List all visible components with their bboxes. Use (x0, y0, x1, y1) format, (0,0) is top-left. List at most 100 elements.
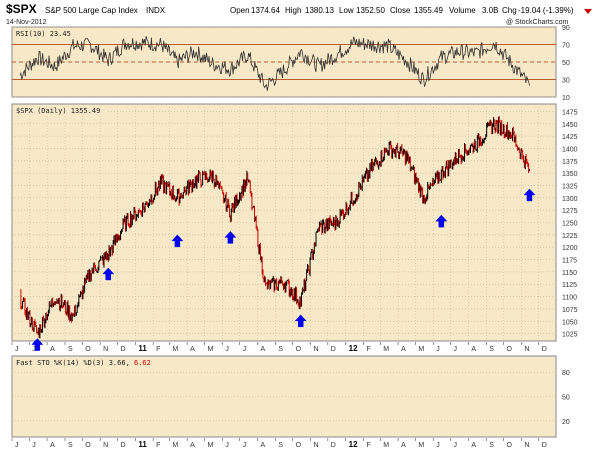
price-tick-label: 1450 (562, 122, 578, 129)
x-tick-label: A (471, 346, 476, 353)
x-tick-label: M (418, 442, 424, 449)
chg-label: Chg (502, 6, 517, 15)
high-label: High (285, 6, 301, 15)
price-tick-label: 1150 (562, 270, 577, 277)
arrow-up-icon (523, 188, 536, 202)
chart-date: 14-Nov-2012 (6, 19, 47, 26)
x-tick-label: A (260, 346, 265, 353)
x-tick-label: J (454, 346, 458, 353)
volume-value: 3.0B (482, 6, 498, 15)
stochastic-tick-label: 80 (562, 370, 570, 377)
rsi-line (19, 36, 530, 91)
x-tick-label: A (190, 442, 195, 449)
x-tick-label: M (207, 442, 213, 449)
x-tick-label: D (542, 346, 547, 353)
x-tick-label: D (331, 442, 336, 449)
x-tick-label: A (190, 346, 195, 353)
arrow-up-icon (435, 214, 448, 228)
x-tick-label: J (243, 346, 247, 353)
x-tick-label: D (120, 346, 125, 353)
x-tick-label: 11 (138, 440, 147, 449)
rsi-label-bg (14, 28, 94, 38)
x-tick-label: A (401, 346, 406, 353)
x-tick-label: J (225, 346, 229, 353)
symbol: $SPX (6, 2, 37, 16)
stochastic-tick-label: 50 (562, 395, 570, 402)
rsi-tick-label: 50 (562, 60, 570, 67)
x-tick-label: J (243, 442, 247, 449)
x-tick-label: 12 (349, 344, 358, 353)
price-tick-label: 1250 (562, 221, 578, 228)
x-tick-label: S (489, 346, 494, 353)
x-tick-label: N (103, 346, 108, 353)
x-tick-label: A (401, 442, 406, 449)
volume-label: Volume (449, 6, 476, 15)
x-tick-label: M (383, 442, 389, 449)
x-tick-label: F (156, 346, 160, 353)
stochastic-panel: 20 50 80 Fast STO %K(14) %D(3) 3.66, 6.62 (11, 355, 570, 438)
x-tick-label: J (15, 442, 19, 449)
stochastic-tick-label: 20 (562, 419, 570, 426)
x-tick-label: A (50, 346, 55, 353)
high-value: 1380.13 (305, 6, 334, 15)
open-label: Open (230, 6, 250, 15)
x-tick-label: N (524, 346, 529, 353)
price-tick-label: 1025 (562, 332, 578, 339)
x-tick-label: N (524, 442, 529, 449)
stochastic-x-axis: J J A S O N D 11 F M A M J J A S O N D 12 F M A M J J A S O N D (11, 438, 547, 449)
price-tick-label: 1200 (562, 245, 578, 252)
x-tick-label: F (156, 442, 160, 449)
x-tick-label: J (32, 442, 36, 449)
price-tick-label: 1225 (562, 233, 578, 240)
price-tick-label: 1275 (562, 208, 578, 215)
x-tick-label: O (296, 442, 302, 449)
x-tick-label: A (50, 442, 55, 449)
x-tick-label: O (507, 442, 513, 449)
x-tick-label: S (278, 346, 283, 353)
price-tick-label: 1325 (562, 183, 578, 190)
arrow-up-icon (294, 314, 307, 328)
x-tick-label: M (172, 346, 178, 353)
x-tick-label: S (68, 442, 73, 449)
price-tick-label: 1075 (562, 307, 578, 314)
price-tick-label: 1350 (562, 171, 578, 178)
rsi-tick-label: 70 (562, 43, 570, 50)
arrow-up-icon (31, 338, 44, 351)
x-tick-label: O (85, 442, 91, 449)
x-tick-label: N (314, 442, 319, 449)
chg-value: -19.04 (-1.39%) (518, 6, 574, 15)
price-tick-label: 1375 (562, 159, 578, 166)
price-x-axis: J J A S O N D 11 F M A M J J A S O N D 12 F M A M J J A S O N D (11, 342, 547, 353)
x-tick-label: S (68, 346, 73, 353)
x-tick-label: A (471, 442, 476, 449)
close-label: Close (390, 6, 411, 15)
x-tick-label: F (367, 346, 371, 353)
price-tick-label: 1175 (562, 258, 577, 265)
x-tick-label: D (542, 442, 547, 449)
x-tick-label: M (172, 442, 178, 449)
x-tick-label: D (331, 346, 336, 353)
rsi-tick-label: 10 (562, 95, 570, 102)
open-value: 1374.64 (251, 6, 280, 15)
x-tick-label: 12 (349, 440, 358, 449)
x-tick-label: N (314, 346, 319, 353)
x-tick-label: J (436, 346, 440, 353)
arrow-up-icon (171, 234, 184, 248)
rsi-label: RSI(10) 23.45 (16, 30, 71, 38)
rsi-panel: 10 30 50 70 90 RSI(10) 23.45 (11, 25, 570, 102)
price-tick-label: 1125 (562, 282, 577, 289)
x-tick-label: O (507, 346, 513, 353)
exchange: INDX (146, 6, 166, 15)
price-label: $SPX (Daily) 1355.49 (16, 107, 100, 115)
x-tick-label: F (367, 442, 371, 449)
low-value: 1352.50 (356, 6, 385, 15)
price-tick-label: 1400 (562, 146, 578, 153)
x-tick-label: N (103, 442, 108, 449)
x-tick-label: D (120, 442, 125, 449)
x-tick-label: A (260, 442, 265, 449)
x-tick-label: S (278, 442, 283, 449)
price-tick-label: 1300 (562, 196, 578, 203)
triangle-down-icon (584, 9, 592, 14)
